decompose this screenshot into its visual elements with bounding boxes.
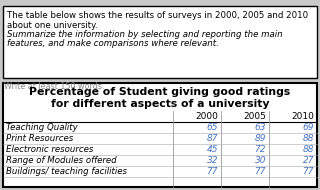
Text: 77: 77 <box>302 167 314 176</box>
Text: 69: 69 <box>302 123 314 132</box>
Text: Range of Modules offered: Range of Modules offered <box>6 156 116 165</box>
Text: Teaching Quality: Teaching Quality <box>6 123 78 132</box>
Text: Percentage of Student giving good ratings: Percentage of Student giving good rating… <box>29 87 291 97</box>
Text: 2010: 2010 <box>291 112 314 121</box>
Text: The table below shows the results of surveys in 2000, 2005 and 2010: The table below shows the results of sur… <box>7 11 308 20</box>
Text: 27: 27 <box>302 156 314 165</box>
Text: 2000: 2000 <box>195 112 218 121</box>
Text: 30: 30 <box>254 156 266 165</box>
Text: 2005: 2005 <box>243 112 266 121</box>
Text: 89: 89 <box>254 134 266 143</box>
Text: Write at least 150 words.: Write at least 150 words. <box>4 82 105 91</box>
Text: 88: 88 <box>302 134 314 143</box>
Text: 77: 77 <box>254 167 266 176</box>
FancyBboxPatch shape <box>3 6 317 78</box>
Text: about one university.: about one university. <box>7 21 98 29</box>
Text: Electronic resources: Electronic resources <box>6 145 93 154</box>
Text: 72: 72 <box>254 145 266 154</box>
Text: for different aspects of a university: for different aspects of a university <box>51 99 269 109</box>
Text: 77: 77 <box>206 167 218 176</box>
Text: Buildings/ teaching facilities: Buildings/ teaching facilities <box>6 167 127 176</box>
Text: Print Resources: Print Resources <box>6 134 73 143</box>
Text: 87: 87 <box>206 134 218 143</box>
Text: features, and make comparisons where relevant.: features, and make comparisons where rel… <box>7 40 219 48</box>
Text: 63: 63 <box>254 123 266 132</box>
Text: Summarize the information by selecting and reporting the main: Summarize the information by selecting a… <box>7 30 283 39</box>
Text: 88: 88 <box>302 145 314 154</box>
Text: 65: 65 <box>206 123 218 132</box>
Text: 45: 45 <box>206 145 218 154</box>
Text: 32: 32 <box>206 156 218 165</box>
FancyBboxPatch shape <box>3 83 317 187</box>
